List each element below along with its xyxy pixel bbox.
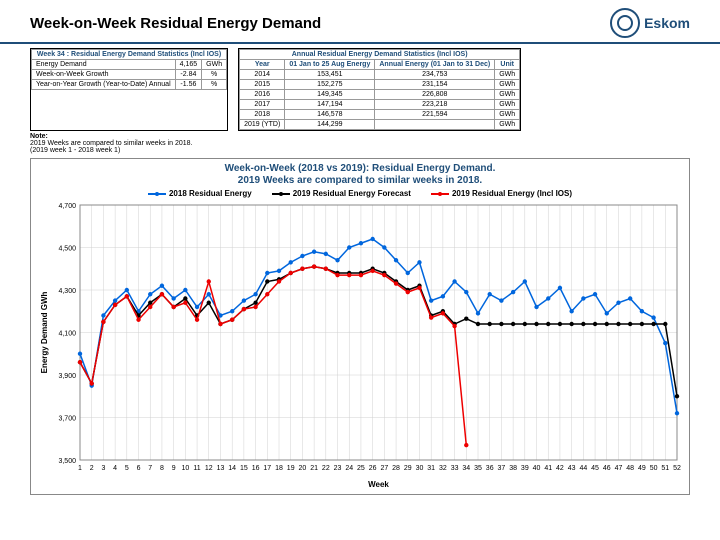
svg-text:Energy Demand GWh: Energy Demand GWh [40, 291, 49, 373]
stats-table-title: Week 34 : Residual Energy Demand Statist… [32, 50, 227, 60]
svg-text:38: 38 [509, 465, 517, 472]
table-row: Week-on-Week Growth-2.84% [32, 70, 227, 80]
svg-text:4,500: 4,500 [58, 246, 76, 253]
svg-text:3,900: 3,900 [58, 373, 76, 380]
svg-text:32: 32 [439, 465, 447, 472]
svg-text:17: 17 [263, 465, 271, 472]
svg-text:3: 3 [101, 465, 105, 472]
svg-text:8: 8 [160, 465, 164, 472]
chart-container: Week-on-Week (2018 vs 2019): Residual En… [0, 156, 720, 503]
svg-text:41: 41 [544, 465, 552, 472]
svg-text:20: 20 [299, 465, 307, 472]
chart-plot: 3,5003,7003,9004,1004,3004,5004,70012345… [35, 200, 685, 490]
svg-text:9: 9 [172, 465, 176, 472]
svg-text:Week: Week [368, 480, 389, 489]
table-row: 2017147,194223,218GWh [240, 100, 520, 110]
svg-text:34: 34 [462, 465, 470, 472]
svg-text:15: 15 [240, 465, 248, 472]
svg-text:23: 23 [334, 465, 342, 472]
svg-text:24: 24 [345, 465, 353, 472]
legend-item: 2019 Residual Energy (Incl IOS) [431, 189, 572, 198]
svg-text:36: 36 [486, 465, 494, 472]
svg-text:3,500: 3,500 [58, 458, 76, 465]
svg-text:46: 46 [603, 465, 611, 472]
svg-text:40: 40 [533, 465, 541, 472]
table-row: Year-on-Year Growth (Year-to-Date) Annua… [32, 80, 227, 90]
svg-text:44: 44 [579, 465, 587, 472]
svg-text:22: 22 [322, 465, 330, 472]
legend-item: 2019 Residual Energy Forecast [272, 189, 411, 198]
chart-svg: 3,5003,7003,9004,1004,3004,5004,70012345… [35, 200, 685, 490]
svg-text:4,700: 4,700 [58, 203, 76, 210]
svg-text:35: 35 [474, 465, 482, 472]
svg-text:10: 10 [181, 465, 189, 472]
svg-text:4,300: 4,300 [58, 288, 76, 295]
svg-text:4,100: 4,100 [58, 331, 76, 338]
svg-text:21: 21 [310, 465, 318, 472]
svg-text:51: 51 [661, 465, 669, 472]
svg-text:14: 14 [228, 465, 236, 472]
svg-text:28: 28 [392, 465, 400, 472]
svg-text:25: 25 [357, 465, 365, 472]
svg-text:5: 5 [125, 465, 129, 472]
tables-row: Week 34 : Residual Energy Demand Statist… [0, 44, 720, 133]
svg-text:12: 12 [205, 465, 213, 472]
svg-text:39: 39 [521, 465, 529, 472]
table-row: 2019 (YTD)144,299GWh [240, 120, 520, 130]
chart-title: Week-on-Week (2018 vs 2019): Residual En… [35, 163, 685, 187]
svg-text:31: 31 [427, 465, 435, 472]
svg-text:11: 11 [193, 465, 200, 472]
svg-text:49: 49 [638, 465, 646, 472]
table-row: 2015152,275231,154GWh [240, 80, 520, 90]
svg-text:37: 37 [498, 465, 506, 472]
svg-text:2: 2 [90, 465, 94, 472]
note-text: Note: 2019 Weeks are compared to similar… [0, 133, 720, 156]
annual-table: Annual Residual Energy Demand Statistics… [238, 48, 521, 131]
svg-text:16: 16 [252, 465, 260, 472]
table-row: Energy Demand4,165GWh [32, 60, 227, 70]
svg-text:4: 4 [113, 465, 117, 472]
svg-text:7: 7 [148, 465, 152, 472]
annual-table-title: Annual Residual Energy Demand Statistics… [240, 50, 520, 60]
legend-item: 2018 Residual Energy [148, 189, 252, 198]
stats-table: Week 34 : Residual Energy Demand Statist… [30, 48, 228, 131]
table-row: 2016149,345226,808GWh [240, 90, 520, 100]
page-title: Week-on-Week Residual Energy Demand [30, 15, 321, 32]
svg-text:3,700: 3,700 [58, 416, 76, 423]
svg-text:43: 43 [568, 465, 576, 472]
table-row: 2018146,578221,594GWh [240, 110, 520, 120]
svg-text:19: 19 [287, 465, 295, 472]
svg-text:52: 52 [673, 465, 681, 472]
svg-text:13: 13 [217, 465, 225, 472]
svg-text:6: 6 [137, 465, 141, 472]
svg-text:26: 26 [369, 465, 377, 472]
eskom-logo: Eskom [610, 8, 690, 38]
table-header-row: Year 01 Jan to 25 Aug Energy Annual Ener… [240, 60, 520, 70]
logo-text: Eskom [644, 15, 690, 31]
table-row: 2014153,451234,753GWh [240, 70, 520, 80]
svg-text:18: 18 [275, 465, 283, 472]
header-bar: Week-on-Week Residual Energy Demand Esko… [0, 0, 720, 44]
svg-text:27: 27 [380, 465, 388, 472]
svg-text:1: 1 [78, 465, 82, 472]
svg-text:30: 30 [416, 465, 424, 472]
svg-text:47: 47 [615, 465, 623, 472]
svg-text:42: 42 [556, 465, 564, 472]
chart-legend: 2018 Residual Energy 2019 Residual Energ… [35, 189, 685, 198]
svg-text:29: 29 [404, 465, 412, 472]
logo-icon [610, 8, 640, 38]
svg-text:50: 50 [650, 465, 658, 472]
svg-text:33: 33 [451, 465, 459, 472]
svg-text:45: 45 [591, 465, 599, 472]
chart-box: Week-on-Week (2018 vs 2019): Residual En… [30, 158, 690, 495]
svg-text:48: 48 [626, 465, 634, 472]
